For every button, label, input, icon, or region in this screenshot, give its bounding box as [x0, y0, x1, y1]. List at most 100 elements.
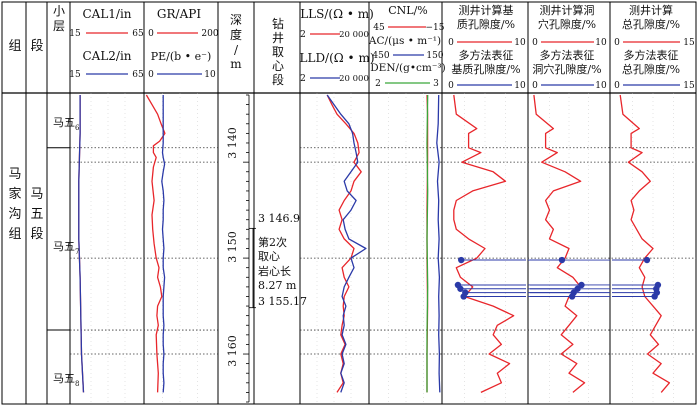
den-min: 2: [375, 79, 381, 89]
vug-calc-label-2: 穴孔隙度/%: [538, 17, 596, 31]
matrix-multi-method-point-4: [460, 293, 467, 300]
coring-header-5: 段: [272, 72, 284, 87]
cal2-max: 65: [132, 70, 144, 80]
total-calc-label-2: 总孔隙度/%: [622, 17, 680, 31]
vug-calc-max: 10: [595, 38, 607, 48]
curve-resistivity-lls: [326, 94, 362, 393]
gr-min: 0: [148, 29, 154, 39]
ac-min: 450: [372, 51, 389, 61]
curves-layer: [78, 94, 671, 393]
matrix-multi-min: 0: [448, 81, 454, 91]
depth-header-1: 深: [230, 13, 242, 27]
matrix-calc-min: 0: [448, 38, 454, 48]
cal1-min: 15: [69, 29, 81, 39]
cnl-min: 45: [373, 23, 385, 33]
lld-min: 2: [300, 74, 306, 84]
den-label: DEN/(g•cm⁻³): [370, 62, 446, 74]
member-char-1: 马: [30, 187, 43, 202]
header-formation: 组: [8, 39, 21, 54]
depth-tick-3150: 3 150: [226, 231, 239, 263]
matrix-multi-max: 10: [514, 81, 526, 91]
total-multi-max: 15: [683, 81, 695, 91]
matrix-calc-max: 10: [514, 38, 526, 48]
vug-multi-min: 0: [532, 81, 538, 91]
total-calc-label-1: 测井计算: [629, 3, 673, 17]
lls-max: 20 000: [339, 30, 369, 40]
curve-porosity_logs-den: [426, 94, 429, 393]
header-sublayer-1: 小: [53, 4, 65, 18]
pe-max: 10: [204, 70, 216, 80]
den-max: 3: [433, 79, 439, 89]
matrix-multi-label-2: 基质孔隙度/%: [451, 62, 520, 76]
gr-max: 200: [201, 29, 218, 39]
pe-label: PE/(b • e⁻): [151, 50, 212, 63]
layer-ma5-7: 马五7: [53, 240, 79, 256]
curve-porosity_logs-ac: [436, 94, 441, 393]
matrix-calc-label-2: 质孔隙度/%: [457, 17, 515, 31]
cnl-max: −15: [426, 23, 445, 33]
matrix-multi-label-1: 多方法表征: [459, 48, 514, 62]
formation-char-3: 沟: [8, 207, 21, 222]
lls-min: 2: [300, 30, 306, 40]
member-char-3: 段: [30, 227, 43, 242]
cal2-min: 15: [69, 70, 81, 80]
lld-label: LLD/(Ω • m): [300, 51, 375, 65]
coring-header-3: 取: [272, 45, 284, 59]
core-desc-4: 8.27 m: [258, 279, 297, 292]
member-char-2: 五: [30, 207, 43, 222]
vug-calc-min: 0: [532, 38, 538, 48]
header-band: 组 段 小 层 CAL1/in 15 65 CAL2/in 15 65 GR/A…: [8, 3, 695, 91]
total-multi-label-1: 多方法表征: [624, 48, 679, 62]
curve-gr-pe: [161, 95, 166, 393]
total-multi-label-2: 总孔隙度/%: [622, 62, 680, 76]
depth-header-2: 度: [230, 27, 242, 42]
core-desc-2: 取心: [258, 250, 280, 263]
coring-header-4: 心: [272, 59, 284, 73]
vug-multi-label-1: 多方法表征: [540, 48, 595, 62]
layer-ma5-6: 马五6: [53, 116, 80, 132]
vug-multi-label-2: 洞穴孔隙度/%: [532, 62, 601, 76]
core-top-depth: 3 146.9: [258, 212, 300, 225]
total-multi-min: 0: [614, 81, 620, 91]
vug-calc-label-1: 测井计算洞: [540, 3, 595, 17]
depth-header-4: m: [230, 57, 242, 71]
core-desc-3: 岩心长: [258, 264, 291, 278]
points-layer: [454, 256, 662, 300]
coring-header-2: 井: [272, 31, 284, 45]
zone-labels: 马 家 沟 组 马 五 段 马五6 马五7 马五8 3 140 3 150 3 …: [8, 116, 306, 388]
core-bottom-depth: 3 155.17: [258, 295, 307, 308]
cal2-label: CAL2/in: [82, 49, 131, 63]
matrix-calc-label-1: 测井计算基: [459, 3, 514, 17]
matrix-multi-method-point-0: [458, 256, 465, 264]
total-multi-method-point-4: [651, 293, 658, 300]
vug-multi-max: 10: [595, 81, 607, 91]
depth-header-3: /: [234, 43, 239, 57]
total-calc-min: 0: [614, 38, 620, 48]
layer-ma5-8: 马五8: [53, 372, 79, 388]
cal1-label: CAL1/in: [82, 7, 131, 21]
formation-char-2: 家: [8, 186, 21, 202]
total-multi-method-point-0: [643, 256, 651, 264]
header-member: 段: [30, 39, 43, 54]
core-desc-1: 第2次: [258, 235, 287, 249]
curve-matrix-calc: [453, 94, 515, 393]
cal1-max: 65: [132, 29, 144, 39]
pe-min: 0: [148, 70, 154, 80]
lls-label: LLS/(Ω • m): [300, 7, 374, 21]
formation-char-1: 马: [8, 167, 21, 182]
curve-vug-calc: [533, 94, 586, 393]
coring-header-1: 钻: [272, 16, 284, 31]
formation-char-4: 组: [8, 227, 21, 242]
ac-max: 150: [426, 51, 443, 61]
header-sublayer-2: 层: [53, 19, 65, 33]
curve-total-calc: [619, 94, 671, 393]
total-calc-max: 15: [683, 38, 695, 48]
depth-tick-3140: 3 140: [226, 127, 239, 159]
curve-gr-gr: [145, 94, 166, 393]
curve-caliper-cal2: [78, 95, 85, 393]
depth-tick-3160: 3 160: [226, 335, 239, 367]
lld-max: 20 000: [339, 74, 369, 84]
